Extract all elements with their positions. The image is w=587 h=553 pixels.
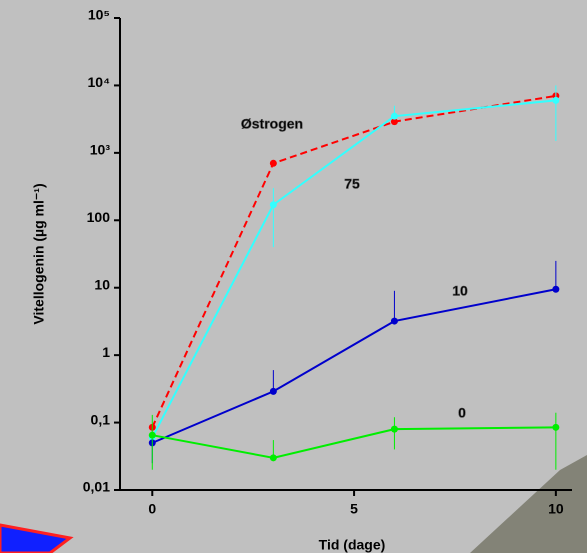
x-tick-label: 0 — [148, 501, 156, 517]
x-axis-label: Tid (dage) — [319, 537, 386, 553]
series-line — [151, 288, 557, 444]
y-tick-label: 1 — [102, 344, 110, 360]
data-point — [269, 201, 277, 209]
data-point — [390, 425, 398, 433]
x-tick-label: 5 — [350, 501, 358, 517]
data-point — [552, 96, 560, 104]
y-tick-label: 10 — [94, 276, 110, 292]
data-point — [269, 454, 277, 462]
y-axis-label: Vitellogenin (µg ml⁻¹) — [31, 183, 47, 324]
data-point — [390, 317, 398, 325]
data-point — [269, 387, 277, 395]
y-tick-label: 0,1 — [91, 411, 111, 427]
data-point — [390, 112, 398, 120]
decor-shape — [0, 523, 74, 553]
y-tick-label: 10⁴ — [88, 74, 111, 90]
series-label: 75 — [344, 176, 360, 192]
y-tick-label: 100 — [87, 209, 111, 225]
series-label: 10 — [452, 283, 468, 299]
data-point — [390, 118, 398, 126]
data-point — [269, 159, 277, 167]
data-point — [148, 431, 156, 439]
series-line — [152, 426, 556, 459]
series-line — [151, 99, 556, 438]
series-label: Østrogen — [241, 116, 303, 132]
series-label: 0 — [458, 405, 466, 421]
decor-shape — [470, 455, 587, 553]
data-point — [552, 423, 560, 431]
y-tick-label: 10⁵ — [88, 7, 110, 23]
y-tick-label: 10³ — [90, 142, 111, 158]
data-point — [552, 285, 560, 293]
x-tick-label: 10 — [548, 501, 564, 517]
y-tick-label: 0,01 — [83, 479, 110, 495]
